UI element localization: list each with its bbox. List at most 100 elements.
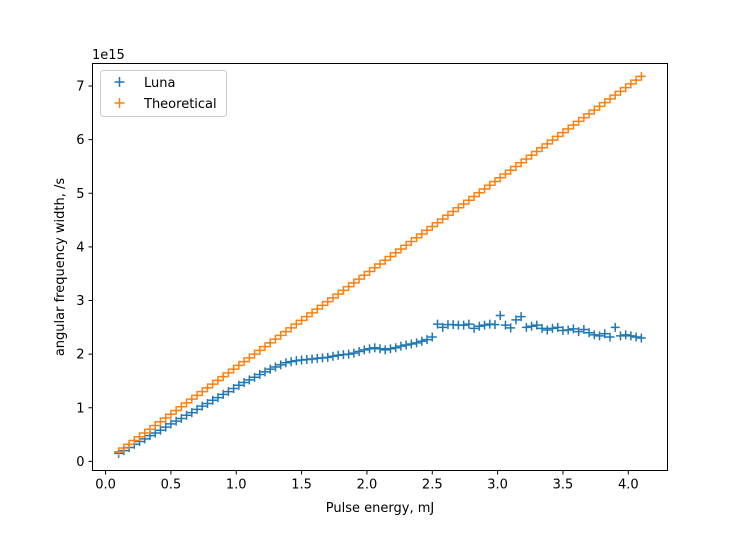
point-luna (229, 383, 239, 393)
point-theoretical (129, 435, 139, 445)
point-luna (192, 404, 202, 414)
point-theoretical (375, 259, 385, 269)
point-theoretical (396, 244, 406, 254)
point-theoretical (291, 319, 301, 329)
point-theoretical (474, 188, 484, 198)
point-theoretical (511, 161, 521, 171)
y-tick-label: 6 (76, 133, 84, 148)
point-theoretical (344, 282, 354, 292)
point-theoretical (354, 274, 364, 284)
point-theoretical (490, 176, 500, 186)
point-theoretical (574, 116, 584, 126)
point-luna (636, 333, 646, 343)
point-luna (150, 428, 160, 438)
point-luna (506, 323, 516, 333)
point-luna (574, 327, 584, 337)
point-theoretical (302, 312, 312, 322)
point-theoretical (636, 71, 646, 81)
point-theoretical (365, 267, 375, 277)
point-luna (511, 315, 521, 325)
point-theoretical (548, 135, 557, 145)
point-theoretical (626, 79, 636, 89)
point-theoretical (532, 146, 542, 156)
x-axis-ticks: 0.0 0.5 1.0 1.5 2.0 2.5 3.0 3.5 4.0 (95, 470, 639, 493)
x-tick-label: 0.0 (95, 478, 116, 493)
point-theoretical (318, 300, 327, 310)
legend-label-luna: Luna (144, 76, 175, 91)
x-tick-label: 1.0 (226, 478, 247, 493)
point-luna (412, 338, 422, 348)
point-theoretical (621, 83, 631, 93)
point-theoretical (527, 150, 537, 160)
plot-marks (114, 71, 646, 458)
point-theoretical (323, 297, 333, 307)
y-tick-label: 2 (76, 348, 84, 363)
point-theoretical (391, 248, 401, 258)
point-luna (459, 320, 469, 330)
point-luna (250, 372, 260, 382)
legend-label-theoretical: Theoretical (143, 97, 217, 112)
point-theoretical (406, 237, 416, 247)
point-theoretical (171, 405, 181, 415)
point-theoretical (176, 402, 186, 412)
point-luna (563, 325, 573, 335)
point-theoretical (192, 390, 202, 400)
point-theoretical (438, 214, 448, 224)
point-luna (480, 320, 490, 330)
point-luna (213, 393, 223, 403)
point-luna (385, 344, 395, 354)
point-luna (276, 360, 286, 370)
point-luna (255, 370, 265, 380)
point-theoretical (312, 304, 322, 314)
point-luna (370, 343, 380, 353)
point-theoretical (401, 240, 411, 250)
point-luna (621, 330, 631, 340)
point-theoretical (250, 349, 260, 359)
point-luna (495, 311, 505, 321)
point-luna (208, 395, 218, 405)
point-luna (182, 410, 192, 420)
point-luna (265, 364, 275, 374)
point-luna (401, 340, 411, 350)
point-theoretical (610, 90, 620, 100)
point-theoretical (155, 417, 165, 427)
point-luna (579, 324, 589, 334)
point-luna (286, 357, 296, 367)
point-theoretical (187, 394, 197, 404)
point-theoretical (579, 113, 589, 123)
point-theoretical (453, 203, 463, 213)
point-theoretical (328, 293, 338, 303)
point-theoretical (553, 131, 563, 141)
y-tick-label: 7 (76, 80, 84, 95)
point-luna (166, 419, 176, 429)
point-theoretical (485, 180, 495, 190)
point-luna (490, 320, 500, 330)
point-luna (239, 378, 249, 388)
point-luna (417, 336, 427, 346)
point-theoretical (427, 222, 437, 232)
y-tick-label: 5 (76, 187, 84, 202)
point-theoretical (140, 428, 150, 438)
point-luna (600, 329, 610, 339)
x-tick-label: 1.5 (291, 478, 312, 493)
point-luna (406, 339, 416, 349)
point-theoretical (281, 327, 291, 337)
point-luna (500, 320, 510, 330)
point-luna (176, 413, 186, 423)
point-luna (626, 331, 636, 341)
point-luna (244, 375, 254, 385)
point-luna (532, 320, 542, 330)
point-luna (605, 332, 615, 342)
point-theoretical (595, 101, 605, 111)
y-axis-ticks: 0 1 2 3 4 5 6 7 (76, 80, 93, 470)
point-theoretical (119, 443, 129, 453)
point-theoretical (203, 383, 212, 393)
point-luna (223, 387, 233, 397)
y-axis-label: angular frequency width, /s (53, 178, 68, 357)
point-theoretical (506, 165, 516, 175)
point-theoretical (448, 207, 458, 216)
point-luna (537, 323, 547, 333)
point-theoretical (276, 330, 286, 340)
point-theoretical (500, 169, 510, 179)
point-luna (281, 358, 291, 368)
